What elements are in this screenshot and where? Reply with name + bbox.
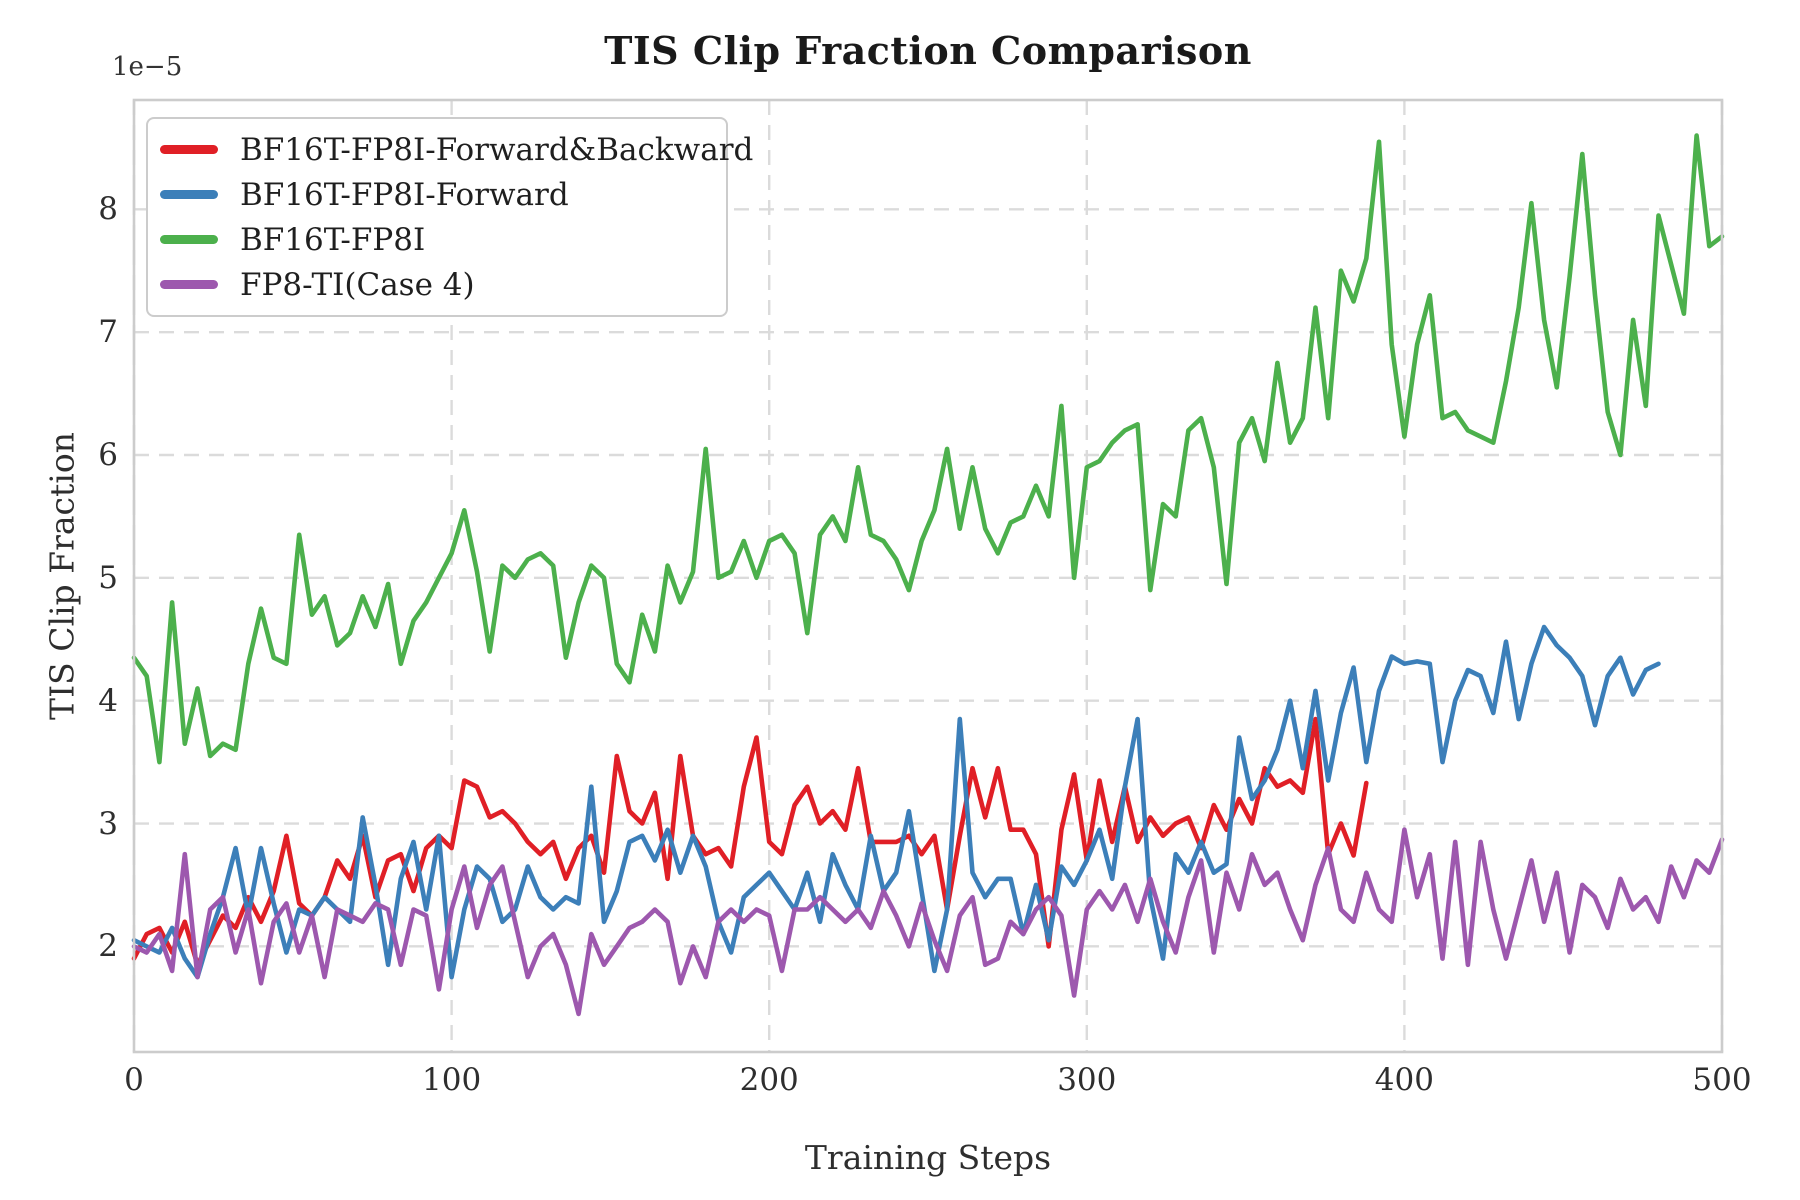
legend-item-label: FP8-TI(Case 4) [240,266,475,303]
x-tick-label: 300 [1057,1062,1117,1098]
legend-swatch [160,190,218,199]
x-tick-label: 200 [739,1062,799,1098]
series-line-bf16t-fp8i [131,133,1725,765]
chart-title: TIS Clip Fraction Comparison [604,28,1252,73]
legend-item: FP8-TI(Case 4) [160,263,716,307]
legend-swatch [160,280,218,289]
x-tick-label: 500 [1692,1062,1752,1098]
x-tick-label: 0 [124,1062,144,1098]
legend-item: BF16T-FP8I [160,218,716,262]
y-tick-label: 4 [98,682,118,719]
series-line-fp8-ti-case-4- [131,827,1725,1017]
legend-item-label: BF16T-FP8I-Forward&Backward [240,131,754,168]
y-tick-label: 2 [98,928,118,965]
legend-item-label: BF16T-FP8I [240,221,426,258]
legend-item-label: BF16T-FP8I-Forward [240,176,569,213]
y-tick-label: 3 [98,805,118,842]
legend-item: BF16T-FP8I-Forward&Backward [160,128,753,172]
series-line-bf16t-fp8i-forward [131,624,1661,980]
axes-frame [132,98,1724,1054]
x-axis-label: Training Steps [804,1138,1052,1177]
x-tick-label: 100 [422,1062,482,1098]
series-line-bf16t-fp8i-forward-backward [131,716,1369,968]
legend-swatch [160,235,218,244]
legend-item: BF16T-FP8I-Forward [160,173,716,217]
y-tick-label: 8 [98,191,118,228]
y-axis-offset-label: 1e−5 [112,52,183,82]
legend: BF16T-FP8I-Forward&Backward BF16T-FP8I-F… [146,117,753,317]
y-tick-label: 7 [98,314,118,351]
x-tick-label: 400 [1374,1062,1434,1098]
y-tick-label: 5 [98,559,118,596]
y-tick-label: 6 [98,437,118,473]
legend-swatch [160,145,218,154]
